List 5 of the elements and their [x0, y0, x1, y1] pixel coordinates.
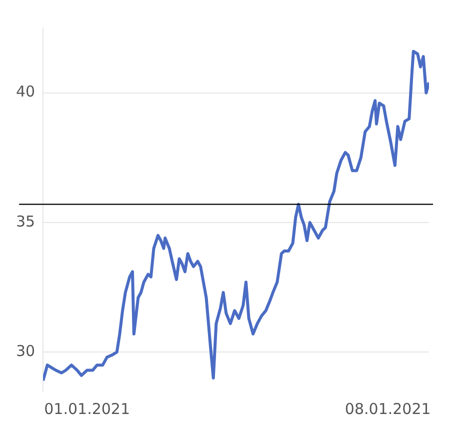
x-tick-label: 08.01.2021 [344, 400, 431, 418]
x-tick-label: 01.01.2021 [44, 400, 130, 418]
y-tick-label: 30 [16, 342, 36, 360]
y-tick-label: 35 [16, 212, 36, 230]
y-tick-label: 40 [16, 82, 36, 101]
